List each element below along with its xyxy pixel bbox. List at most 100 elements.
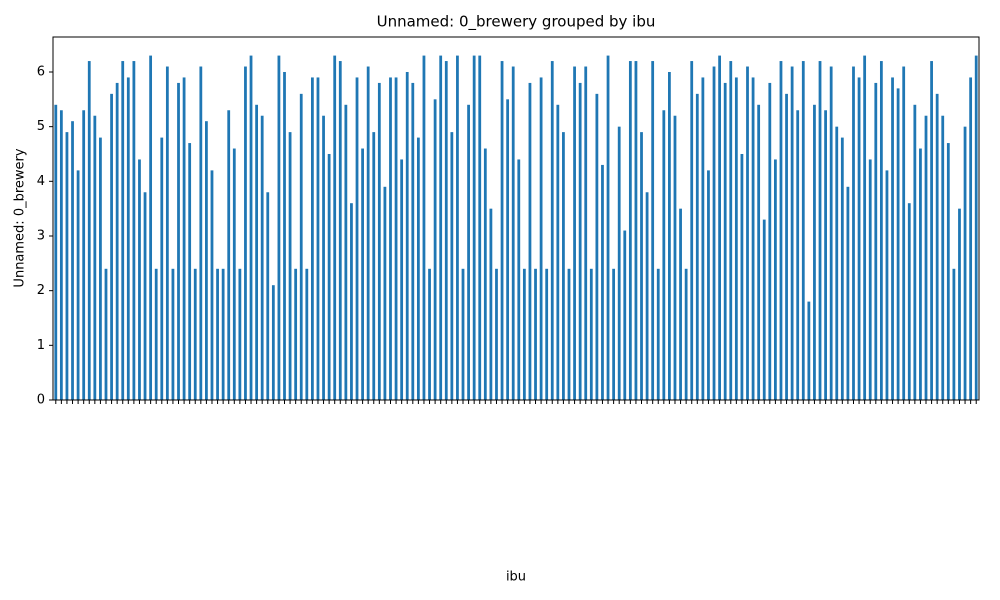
bar	[121, 61, 125, 400]
bar	[299, 93, 303, 401]
y-tick-label: 3	[37, 228, 45, 243]
bar	[751, 77, 755, 400]
bar	[165, 66, 169, 400]
bar	[712, 66, 716, 400]
bar	[963, 126, 967, 401]
bar	[801, 61, 805, 400]
bar	[416, 137, 420, 400]
bar	[556, 104, 560, 400]
bar	[255, 104, 259, 400]
bar	[249, 55, 253, 401]
bar	[762, 219, 766, 400]
plot-frame	[52, 36, 980, 401]
bar	[400, 159, 404, 400]
bar	[483, 148, 487, 400]
bar	[729, 61, 733, 400]
bar	[327, 153, 331, 400]
bar	[171, 268, 175, 400]
bar	[372, 132, 376, 401]
bar	[550, 61, 554, 400]
bar	[606, 55, 610, 401]
bar	[160, 137, 164, 400]
bar	[879, 61, 883, 400]
bar	[896, 88, 900, 401]
bar	[522, 268, 526, 400]
bar	[612, 268, 616, 400]
bar	[266, 192, 270, 400]
bar	[913, 104, 917, 400]
bar	[277, 55, 281, 401]
bar	[355, 77, 359, 400]
bar	[244, 66, 247, 400]
bar	[288, 132, 292, 401]
bar	[344, 104, 348, 400]
bar	[785, 93, 788, 401]
bar	[76, 170, 80, 400]
bar	[389, 77, 392, 400]
bar	[126, 77, 130, 400]
bar	[734, 77, 738, 400]
bar	[707, 170, 710, 400]
bar	[578, 82, 582, 400]
bar	[868, 159, 872, 400]
bar	[294, 268, 298, 400]
bar	[366, 66, 370, 400]
bar	[333, 55, 337, 401]
bar	[885, 170, 889, 400]
bar	[891, 77, 894, 400]
bar	[584, 66, 588, 400]
bar	[589, 268, 593, 400]
bar	[260, 115, 264, 400]
bar	[656, 268, 660, 400]
y-tick-label: 0	[37, 393, 45, 408]
bar	[902, 66, 906, 400]
bar	[500, 61, 504, 400]
bar	[645, 192, 649, 400]
bar	[746, 66, 749, 400]
bar	[205, 121, 208, 400]
bar	[99, 137, 102, 400]
bar	[322, 115, 325, 400]
bar	[132, 61, 136, 400]
bar	[232, 148, 236, 400]
bar	[829, 66, 833, 400]
bar	[930, 61, 933, 400]
bar	[634, 61, 638, 400]
bar	[506, 99, 510, 400]
bar	[924, 115, 928, 400]
bar	[628, 61, 632, 400]
bar	[361, 148, 364, 400]
bar	[528, 82, 532, 400]
bar	[138, 159, 141, 400]
bar	[93, 115, 97, 400]
bar	[684, 268, 688, 400]
bar	[450, 132, 454, 401]
bar	[511, 66, 515, 400]
bar	[662, 110, 666, 400]
bar	[467, 104, 470, 400]
bar	[350, 203, 353, 400]
bar	[271, 285, 275, 400]
bar	[852, 66, 855, 400]
bar	[679, 208, 682, 400]
chart-title: Unnamed: 0_brewery grouped by ibu	[377, 13, 656, 32]
bar	[757, 104, 761, 400]
bar	[952, 268, 956, 400]
bar	[472, 55, 476, 401]
bar	[283, 71, 286, 401]
bar	[338, 61, 342, 400]
bar	[601, 164, 604, 400]
bar	[82, 110, 86, 400]
bar	[439, 55, 443, 401]
bar	[305, 268, 309, 400]
bar	[863, 55, 867, 401]
bar	[718, 55, 722, 401]
bar	[640, 132, 643, 401]
bar	[673, 115, 677, 400]
bar	[623, 230, 627, 400]
bar	[701, 77, 705, 400]
bar	[238, 268, 242, 400]
bar	[773, 159, 777, 400]
